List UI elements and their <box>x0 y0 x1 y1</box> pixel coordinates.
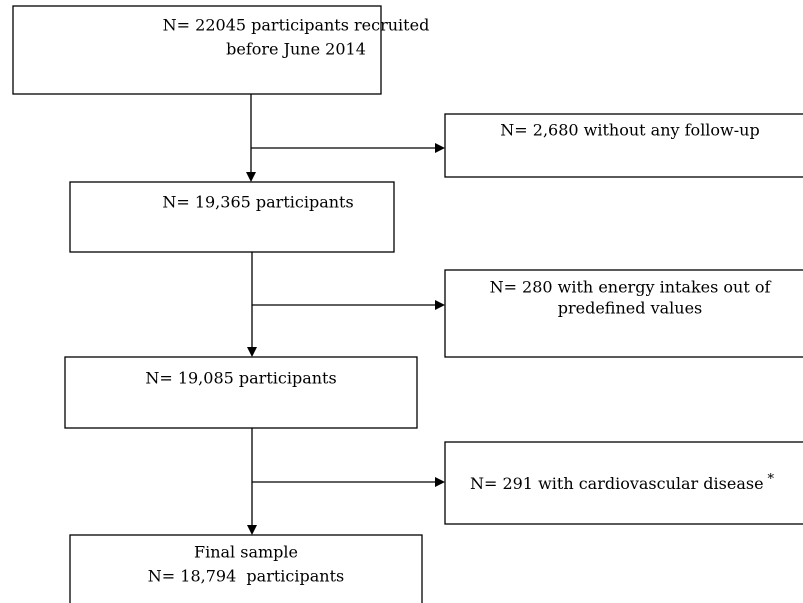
arrow-head <box>435 477 445 487</box>
box-text: N= 19,365 participants <box>162 193 353 212</box>
box-text: N= 280 with energy intakes out of <box>490 278 772 297</box>
box-text: N= 19,085 participants <box>145 369 336 388</box>
arrow-head <box>247 525 257 535</box>
box <box>12 5 382 95</box>
box-text: N= 22045 participants recruited <box>163 16 430 35</box>
box-text: Final sample <box>194 543 298 562</box>
arrow-head <box>247 347 257 357</box>
box-text-line: N= 291 with cardiovascular disease <box>470 474 764 493</box>
box <box>444 441 803 525</box>
arrow-head <box>435 143 445 153</box>
arrow-head <box>246 172 256 182</box>
box <box>69 181 395 253</box>
box <box>444 113 803 178</box>
box-text: predefined values <box>558 299 703 318</box>
connectors <box>246 94 445 535</box>
box <box>444 269 803 358</box>
box <box>69 534 423 603</box>
box-text: before June 2014 <box>226 40 366 59</box>
box-text: N= 291 with cardiovascular disease * <box>470 472 775 493</box>
box-text: N= 2,680 without any follow-up <box>500 121 759 140</box>
box-text: N= 18,794 participants <box>148 567 344 586</box>
footnote-mark: * <box>768 472 775 487</box>
arrow-head <box>435 300 445 310</box>
box <box>64 356 418 429</box>
